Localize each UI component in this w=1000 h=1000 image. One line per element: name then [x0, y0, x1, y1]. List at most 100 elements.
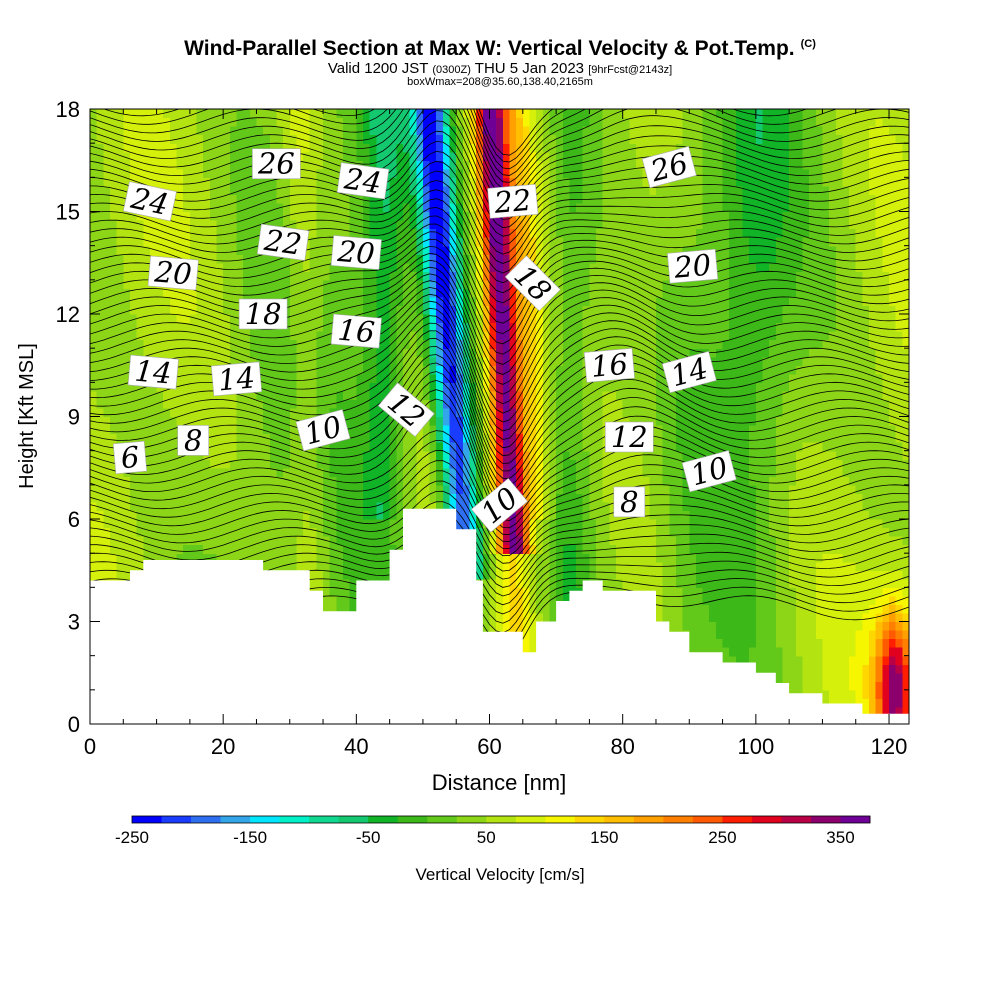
velocity-cell [389, 433, 397, 443]
velocity-cell [323, 510, 331, 520]
velocity-cell [123, 365, 131, 375]
velocity-cell [382, 296, 391, 307]
velocity-cell [516, 433, 524, 443]
velocity-cell [422, 288, 431, 298]
velocity-cell [316, 185, 324, 196]
velocity-cell [129, 390, 138, 401]
velocity-cell [449, 459, 457, 469]
velocity-cell [156, 390, 164, 401]
velocity-cell [409, 501, 417, 512]
velocity-cell [323, 348, 331, 358]
velocity-cell [382, 510, 391, 520]
velocity-cell [323, 382, 331, 392]
velocity-cell [149, 168, 158, 178]
velocity-cell [316, 254, 324, 264]
velocity-cell [469, 177, 477, 187]
velocity-cell [356, 134, 364, 144]
velocity-cell [422, 117, 431, 127]
velocity-cell [336, 117, 344, 127]
velocity-cell [183, 117, 191, 127]
velocity-cell [356, 527, 364, 537]
velocity-cell [116, 356, 124, 366]
velocity-cell [409, 467, 417, 477]
velocity-cell [189, 553, 198, 563]
velocity-cell [356, 416, 364, 426]
velocity-cell [502, 553, 511, 563]
velocity-cell [229, 126, 238, 136]
velocity-cell [489, 279, 497, 289]
velocity-cell [196, 399, 204, 409]
velocity-cell [396, 519, 404, 529]
velocity-cell [176, 237, 184, 247]
velocity-cell [256, 459, 264, 469]
velocity-cell [329, 177, 337, 187]
velocity-cell [296, 177, 304, 187]
velocity-cell [123, 288, 131, 298]
velocity-cell [96, 245, 104, 255]
velocity-cell [216, 501, 224, 512]
velocity-cell [529, 433, 537, 443]
velocity-cell [336, 143, 344, 153]
velocity-cell [396, 202, 404, 213]
velocity-cell [276, 356, 284, 366]
velocity-cell [516, 373, 524, 383]
velocity-cell [482, 476, 491, 486]
velocity-cell [496, 399, 504, 409]
velocity-cell [436, 382, 444, 392]
velocity-cell [136, 425, 144, 435]
velocity-cell [209, 519, 218, 529]
velocity-cell [216, 484, 224, 494]
velocity-cell [129, 151, 138, 161]
velocity-cell [516, 365, 524, 375]
velocity-cell [436, 143, 444, 153]
velocity-cell [269, 279, 278, 289]
velocity-cell [323, 296, 331, 307]
velocity-cell [356, 501, 364, 512]
velocity-cell [469, 519, 477, 529]
velocity-cell [263, 510, 271, 520]
velocity-cell [169, 202, 178, 213]
velocity-cell [156, 220, 164, 230]
velocity-cell [136, 254, 144, 264]
velocity-cell [203, 519, 211, 529]
velocity-cell [209, 262, 218, 272]
velocity-cell [143, 168, 151, 178]
velocity-cell [416, 501, 424, 512]
velocity-cell [103, 109, 111, 119]
velocity-cell [416, 288, 424, 298]
velocity-cell [269, 271, 278, 281]
velocity-cell [436, 228, 444, 238]
velocity-cell [263, 553, 271, 563]
velocity-cell [156, 314, 164, 324]
velocity-cell [103, 322, 111, 332]
velocity-cell [163, 442, 171, 452]
velocity-cell [289, 185, 298, 196]
velocity-cell [363, 561, 371, 571]
velocity-cell [283, 177, 291, 187]
velocity-cell [163, 322, 171, 332]
velocity-cell [489, 228, 497, 238]
velocity-cell [216, 305, 224, 315]
velocity-cell [542, 442, 551, 452]
velocity-cell [449, 185, 457, 196]
velocity-cell [243, 202, 251, 213]
velocity-cell [489, 296, 497, 307]
velocity-cell [256, 493, 264, 503]
velocity-cell [296, 194, 304, 204]
velocity-cell [536, 254, 544, 264]
velocity-cell [416, 245, 424, 255]
velocity-cell [422, 177, 431, 187]
velocity-cell [269, 510, 278, 520]
velocity-cell [90, 510, 98, 520]
velocity-cell [289, 450, 298, 460]
velocity-cell [136, 407, 144, 418]
velocity-cell [183, 322, 191, 332]
velocity-cell [376, 493, 384, 503]
velocity-cell [263, 109, 271, 119]
velocity-cell [389, 544, 397, 554]
velocity-cell [269, 348, 278, 358]
velocity-cell [216, 425, 224, 435]
velocity-cell [243, 356, 251, 366]
velocity-cell [216, 262, 224, 272]
velocity-cell [143, 237, 151, 247]
